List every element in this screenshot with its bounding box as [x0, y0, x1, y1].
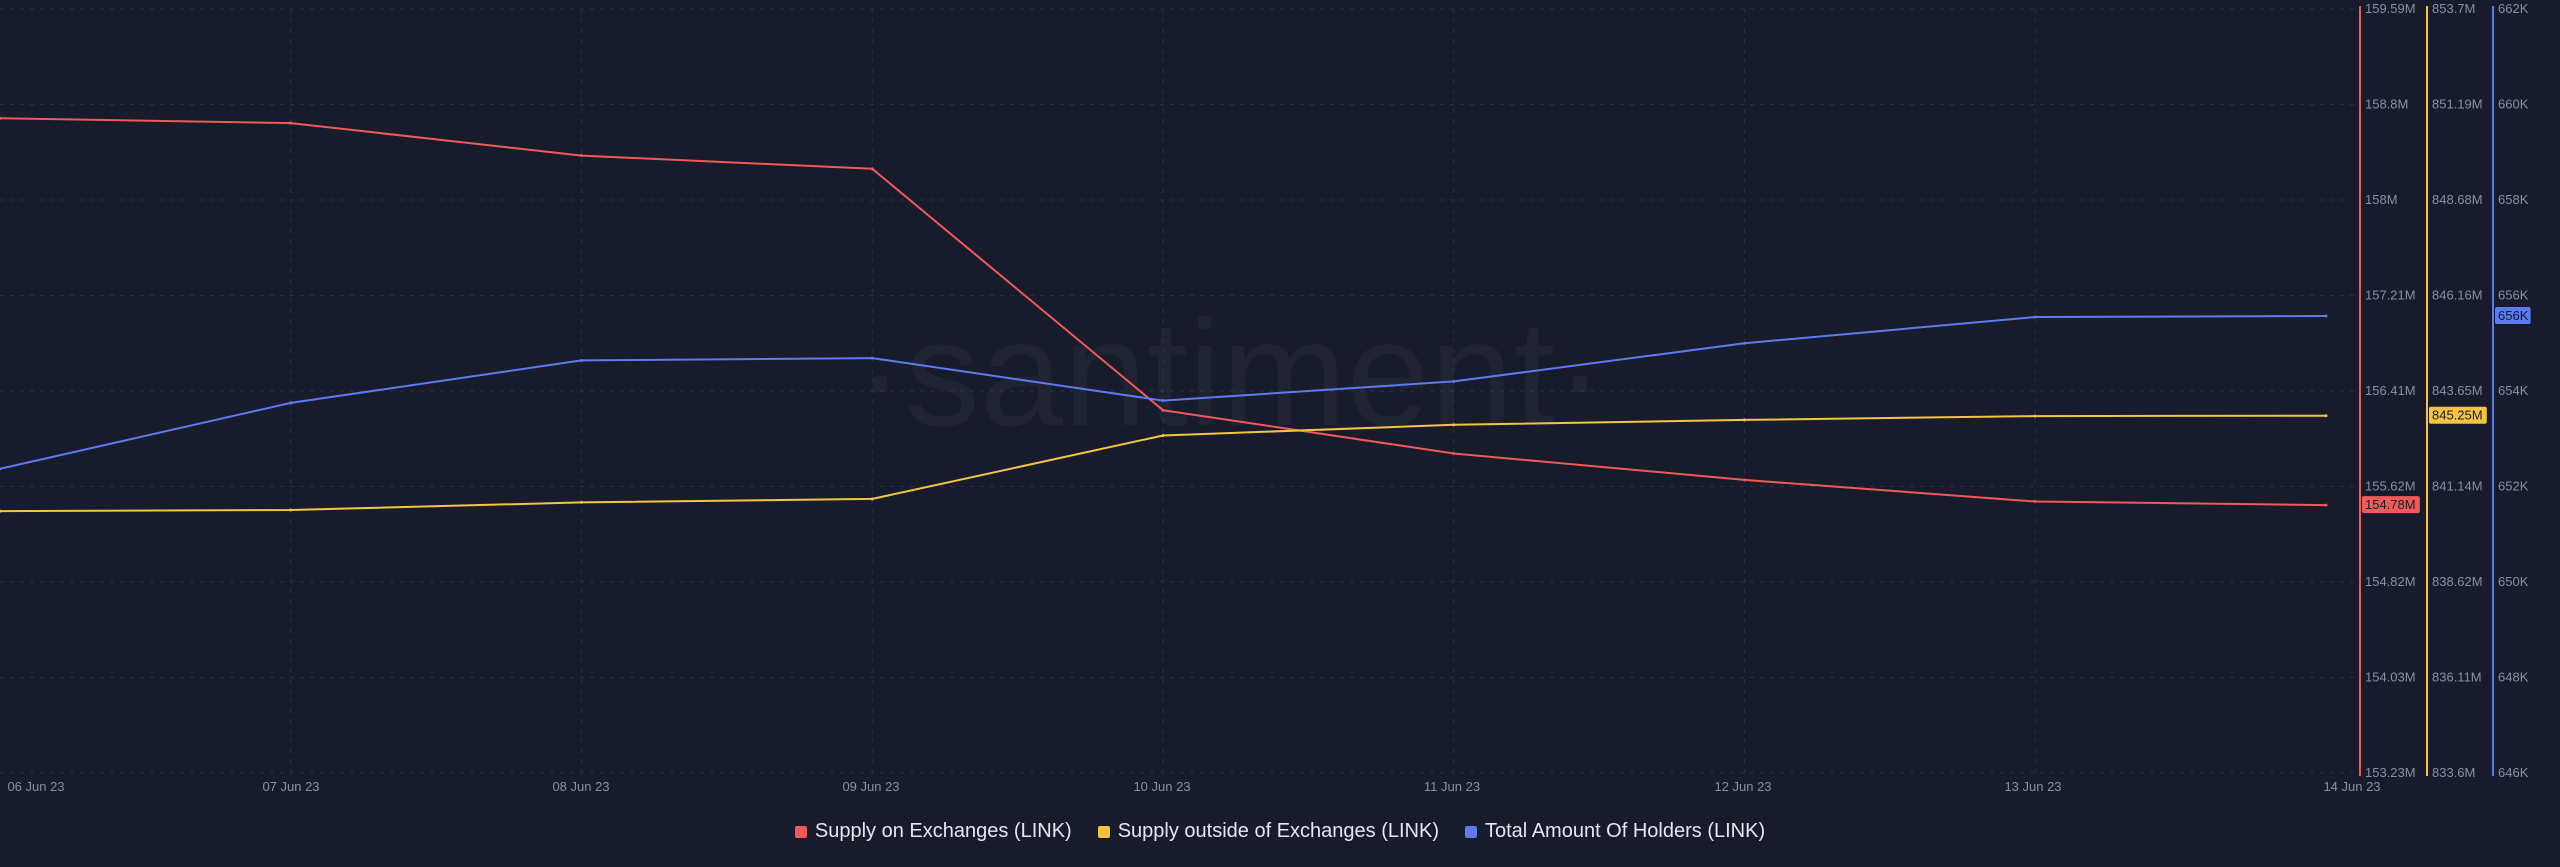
data-point-supply-on-exchanges[interactable]	[870, 167, 874, 171]
data-point-supply-on-exchanges[interactable]	[1452, 451, 1456, 455]
data-point-total-holders[interactable]	[1452, 379, 1456, 383]
chart-legend: Supply on Exchanges (LINK) Supply outsid…	[0, 820, 2560, 843]
y-tick-label-total-holders: 660K	[2498, 97, 2529, 112]
y-tick-label-total-holders: 648K	[2498, 670, 2529, 685]
y-tick-label-supply-on-exchanges: 158M	[2365, 192, 2398, 207]
last-value-label-total-holders: 656K	[2498, 308, 2529, 323]
data-point-supply-on-exchanges[interactable]	[1161, 408, 1165, 412]
y-tick-label-total-holders: 662K	[2498, 1, 2529, 16]
legend-label-supply-outside-exchanges: Supply outside of Exchanges (LINK)	[1117, 820, 1439, 842]
y-tick-label-supply-on-exchanges: 157.21M	[2365, 288, 2416, 303]
legend-label-total-holders: Total Amount Of Holders (LINK)	[1485, 820, 1766, 842]
y-tick-label-supply-on-exchanges: 155.62M	[2365, 479, 2416, 494]
x-tick-label: 07 Jun 23	[262, 779, 319, 794]
y-axes[interactable]: 159.59M 158.8M 158M 157.21M 156.41M 155.62M 15…	[2359, 1, 2531, 780]
x-tick-label: 06 Jun 23	[7, 779, 64, 794]
series-lines	[0, 116, 2328, 513]
x-tick-label: 08 Jun 23	[552, 779, 609, 794]
last-value-badge-total-holders	[2495, 307, 2531, 325]
data-point-supply-on-exchanges[interactable]	[2324, 503, 2328, 507]
y-tick-label-total-holders: 650K	[2498, 574, 2529, 589]
y-tick-label-supply-outside-exchanges: 838.62M	[2432, 574, 2483, 589]
legend-label-supply-on-exchanges: Supply on Exchanges (LINK)	[814, 820, 1072, 842]
data-point-supply-outside-exchanges[interactable]	[2033, 414, 2037, 418]
last-value-label-supply-outside-exchanges: 845.25M	[2432, 408, 2483, 423]
data-point-supply-on-exchanges[interactable]	[289, 121, 293, 125]
data-point-supply-outside-exchanges[interactable]	[1743, 418, 1746, 422]
x-axis: 06 Jun 23 07 Jun 23 08 Jun 23 09 Jun 23 10 J…	[7, 779, 2380, 794]
y-tick-label-supply-outside-exchanges: 841.14M	[2432, 479, 2483, 494]
data-point-supply-outside-exchanges[interactable]	[1452, 423, 1456, 427]
y-tick-label-supply-outside-exchanges: 836.11M	[2432, 670, 2482, 685]
data-point-total-holders[interactable]	[870, 356, 874, 360]
x-tick-label: 10 Jun 23	[1133, 779, 1190, 794]
y-tick-label-supply-outside-exchanges: 843.65M	[2432, 383, 2483, 398]
y-tick-label-supply-on-exchanges: 159.59M	[2365, 1, 2416, 16]
data-point-total-holders[interactable]	[580, 358, 583, 362]
y-tick-label-supply-outside-exchanges: 833.6M	[2432, 765, 2475, 780]
y-tick-label-supply-outside-exchanges: 851.19M	[2432, 97, 2483, 112]
grid-lines	[0, 8, 2355, 774]
data-point-total-holders[interactable]	[2033, 315, 2037, 319]
x-tick-label: 12 Jun 23	[1714, 779, 1771, 794]
data-point-supply-on-exchanges[interactable]	[580, 154, 583, 158]
y-tick-label-supply-on-exchanges: 158.8M	[2365, 97, 2408, 112]
data-point-supply-outside-exchanges[interactable]	[2324, 414, 2328, 418]
legend-swatch-total-holders	[1465, 825, 1477, 838]
y-tick-label-supply-on-exchanges: 154.82M	[2365, 574, 2416, 589]
x-tick-label: 14 Jun 23	[2323, 779, 2380, 794]
data-point-supply-on-exchanges[interactable]	[1743, 478, 1746, 482]
y-tick-label-supply-outside-exchanges: 848.68M	[2432, 192, 2483, 207]
y-tick-label-supply-on-exchanges: 156.41M	[2365, 383, 2416, 398]
data-point-supply-outside-exchanges[interactable]	[0, 509, 2, 513]
y-tick-label-total-holders: 658K	[2498, 192, 2529, 207]
last-value-label-supply-on-exchanges: 154.78M	[2365, 497, 2416, 512]
data-point-supply-on-exchanges[interactable]	[2033, 500, 2037, 504]
y-tick-label-supply-on-exchanges: 154.03M	[2365, 670, 2416, 685]
x-tick-label: 11 Jun 23	[1424, 779, 1480, 794]
y-tick-label-supply-outside-exchanges: 846.16M	[2432, 288, 2483, 303]
y-tick-label-supply-outside-exchanges: 853.7M	[2432, 1, 2475, 16]
legend-item-supply-on-exchanges[interactable]: Supply on Exchanges (LINK)	[794, 820, 1072, 843]
data-point-supply-outside-exchanges[interactable]	[870, 497, 874, 501]
legend-item-supply-outside-exchanges[interactable]: Supply outside of Exchanges (LINK)	[1097, 820, 1439, 843]
y-tick-label-total-holders: 654K	[2498, 383, 2529, 398]
data-point-supply-on-exchanges[interactable]	[0, 116, 2, 120]
data-point-supply-outside-exchanges[interactable]	[289, 508, 293, 512]
legend-swatch-supply-on-exchanges	[794, 825, 807, 838]
data-point-supply-outside-exchanges[interactable]	[580, 500, 583, 504]
data-point-total-holders[interactable]	[289, 401, 293, 405]
data-point-total-holders[interactable]	[0, 467, 2, 471]
x-tick-label: 09 Jun 23	[842, 779, 899, 794]
last-value-badge-supply-outside-exchanges	[2429, 406, 2487, 424]
data-point-supply-outside-exchanges[interactable]	[1161, 433, 1165, 437]
legend-swatch-supply-outside-exchanges	[1097, 825, 1110, 838]
y-tick-label-total-holders: 646K	[2498, 765, 2529, 780]
last-value-badge-supply-on-exchanges	[2362, 496, 2420, 514]
data-point-total-holders[interactable]	[2324, 314, 2328, 318]
data-point-total-holders[interactable]	[1743, 341, 1746, 345]
data-point-total-holders[interactable]	[1161, 399, 1165, 403]
y-tick-label-total-holders: 652K	[2498, 479, 2529, 494]
y-tick-label-supply-on-exchanges: 153.23M	[2365, 765, 2416, 780]
legend-item-total-holders[interactable]: Total Amount Of Holders (LINK)	[1465, 820, 1765, 843]
y-tick-label-total-holders: 656K	[2498, 288, 2529, 303]
x-tick-label: 13 Jun 23	[2004, 779, 2061, 794]
